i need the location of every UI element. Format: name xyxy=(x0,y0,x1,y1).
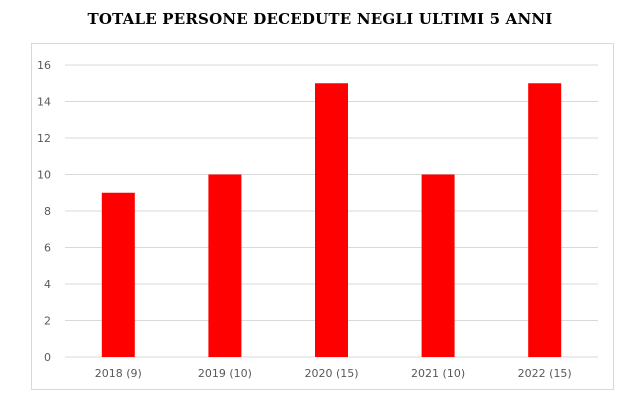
chart-title: TOTALE PERSONE DECEDUTE NEGLI ULTIMI 5 A… xyxy=(87,10,553,28)
x-tick-label: 2021 (10) xyxy=(411,367,465,380)
bar-2021 xyxy=(421,174,455,357)
x-tick-label: 2020 (15) xyxy=(304,367,358,380)
bar-2018 xyxy=(101,192,135,357)
x-tick-label: 2022 (15) xyxy=(518,367,572,380)
y-axis-ticks: 0 2 4 6 8 10 12 14 16 xyxy=(37,59,51,364)
bars xyxy=(101,83,562,357)
y-tick-label: 10 xyxy=(37,169,51,182)
x-axis-ticks: 2018 (9) 2019 (10) 2020 (15) 2021 (10) 2022 … xyxy=(95,367,572,380)
y-tick-label: 4 xyxy=(44,278,51,291)
y-tick-label: 14 xyxy=(37,96,51,109)
bar-2020 xyxy=(315,83,348,357)
bar-2022 xyxy=(528,83,562,357)
y-tick-label: 0 xyxy=(44,351,51,364)
y-tick-label: 2 xyxy=(44,315,51,328)
plot-frame xyxy=(31,43,614,390)
y-tick-label: 8 xyxy=(44,205,51,218)
y-tick-label: 16 xyxy=(37,59,51,72)
y-tick-label: 12 xyxy=(37,132,51,145)
bar-2019 xyxy=(208,174,242,357)
y-tick-label: 6 xyxy=(44,242,51,255)
x-tick-label: 2018 (9) xyxy=(95,367,142,380)
x-tick-label: 2019 (10) xyxy=(198,367,252,380)
